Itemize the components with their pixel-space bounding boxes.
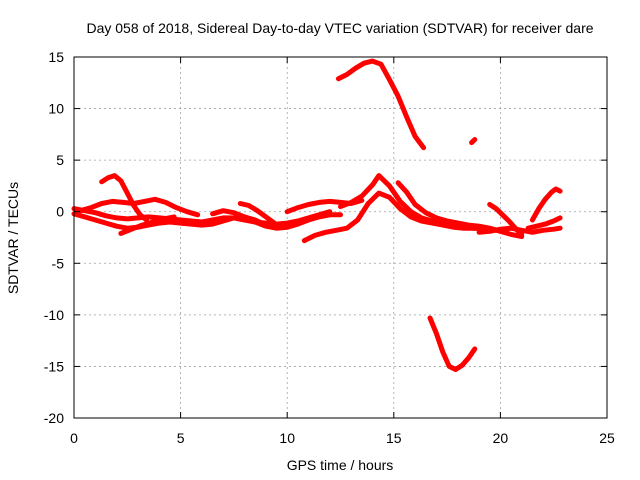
y-tick-label: -10 xyxy=(44,307,64,323)
series-arc-03 xyxy=(77,196,201,218)
series-arc-01 xyxy=(71,206,205,225)
x-axis-label: GPS time / hours xyxy=(287,457,394,473)
y-tick-label: 15 xyxy=(48,49,64,65)
series-arc-04 xyxy=(99,173,149,223)
y-tick-label: -5 xyxy=(52,255,65,271)
series-arc-13 xyxy=(335,58,427,151)
y-axis-label: SDTVAR / TECUs xyxy=(5,182,21,294)
x-tick-label: 10 xyxy=(279,430,295,446)
series-arc-19 xyxy=(529,186,563,223)
chart-title: Day 058 of 2018, Sidereal Day-to-day VTE… xyxy=(86,20,593,36)
x-tick-label: 0 xyxy=(70,430,78,446)
series-arc-14 xyxy=(469,137,478,146)
series-arc-08 xyxy=(210,208,343,231)
axis-ticks: 0 5 10 15 20 25 15 10 5 0 -5 -10 -15 -20 xyxy=(44,49,615,446)
x-tick-label: 20 xyxy=(493,430,509,446)
series-traces xyxy=(71,58,563,372)
x-tick-label: 5 xyxy=(177,430,185,446)
y-tick-label: 10 xyxy=(48,101,64,117)
y-tick-label: -20 xyxy=(44,410,64,426)
series-arc-05 xyxy=(118,214,177,236)
series-arc-18 xyxy=(476,225,563,235)
grid-lines xyxy=(74,57,607,418)
series-arc-09 xyxy=(237,201,277,226)
x-tick-label: 25 xyxy=(599,430,615,446)
x-tick-label: 15 xyxy=(386,430,402,446)
y-tick-label: -15 xyxy=(44,358,64,374)
series-arc-20 xyxy=(525,215,563,231)
y-tick-label: 5 xyxy=(56,152,64,168)
plot-frame xyxy=(73,56,608,419)
series-arc-15 xyxy=(427,315,478,372)
y-tick-label: 0 xyxy=(56,204,64,220)
